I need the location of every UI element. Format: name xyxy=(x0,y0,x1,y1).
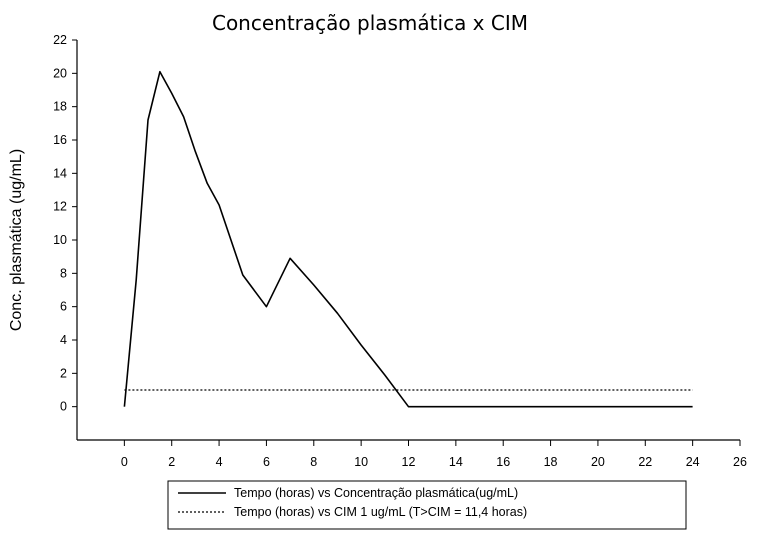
x-tick-label: 2 xyxy=(168,455,175,469)
x-tick-label: 24 xyxy=(686,455,700,469)
y-axis-label: Conc. plasmática (ug/mL) xyxy=(8,149,25,331)
x-tick-label: 12 xyxy=(402,455,416,469)
x-tick-label: 6 xyxy=(263,455,270,469)
legend-box xyxy=(167,480,687,530)
x-tick-label: 26 xyxy=(733,455,747,469)
x-tick-label: 4 xyxy=(216,455,223,469)
legend-label-1: Tempo (horas) vs Concentração plasmática… xyxy=(234,486,518,500)
y-tick-label: 22 xyxy=(53,33,67,47)
x-tick-label: 14 xyxy=(449,455,463,469)
y-tick-label: 6 xyxy=(60,300,67,314)
y-tick-label: 16 xyxy=(53,133,67,147)
x-tick-label: 20 xyxy=(591,455,605,469)
chart-legend: Tempo (horas) vs Concentração plasmática… xyxy=(167,480,687,530)
y-tick-label: 0 xyxy=(60,400,67,414)
x-tick-label: 16 xyxy=(496,455,510,469)
y-tick-label: 8 xyxy=(60,266,67,280)
y-tick-label: 14 xyxy=(53,166,67,180)
y-tick-label: 4 xyxy=(60,333,67,347)
x-tick-label: 22 xyxy=(638,455,652,469)
y-tick-label: 20 xyxy=(53,66,67,80)
series-line-1 xyxy=(123,70,693,408)
legend-label-2: Tempo (horas) vs CIM 1 ug/mL (T>CIM = 11… xyxy=(234,505,527,519)
x-tick-label: 0 xyxy=(121,455,128,469)
x-tick-label: 8 xyxy=(310,455,317,469)
x-tick-label: 18 xyxy=(544,455,558,469)
y-tick-label: 2 xyxy=(60,366,67,380)
y-tick-label: 12 xyxy=(53,200,67,214)
chart-title: Concentração plasmática x CIM xyxy=(212,11,528,35)
x-tick-label: 10 xyxy=(354,455,368,469)
y-tick-label: 18 xyxy=(53,100,67,114)
y-tick-label: 10 xyxy=(53,233,67,247)
